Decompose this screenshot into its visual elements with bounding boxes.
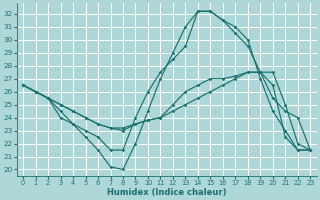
X-axis label: Humidex (Indice chaleur): Humidex (Indice chaleur): [107, 188, 227, 197]
